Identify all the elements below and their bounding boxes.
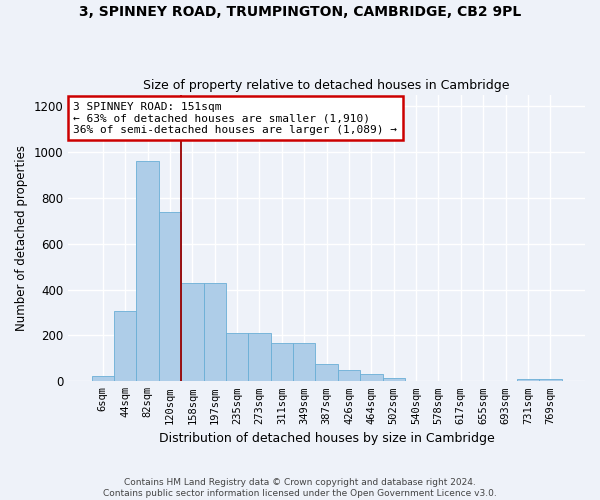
- Title: Size of property relative to detached houses in Cambridge: Size of property relative to detached ho…: [143, 79, 510, 92]
- Y-axis label: Number of detached properties: Number of detached properties: [15, 145, 28, 331]
- Bar: [226, 333, 248, 382]
- Bar: [203, 282, 226, 382]
- Bar: [114, 312, 136, 382]
- Bar: [338, 370, 360, 382]
- X-axis label: Distribution of detached houses by size in Cambridge: Distribution of detached houses by size …: [159, 432, 494, 445]
- Text: Contains HM Land Registry data © Crown copyright and database right 2024.
Contai: Contains HM Land Registry data © Crown c…: [103, 478, 497, 498]
- Bar: [271, 344, 293, 382]
- Bar: [92, 376, 114, 382]
- Bar: [539, 378, 562, 382]
- Bar: [293, 344, 316, 382]
- Bar: [248, 333, 271, 382]
- Text: 3, SPINNEY ROAD, TRUMPINGTON, CAMBRIDGE, CB2 9PL: 3, SPINNEY ROAD, TRUMPINGTON, CAMBRIDGE,…: [79, 5, 521, 19]
- Bar: [159, 212, 181, 382]
- Bar: [383, 378, 405, 382]
- Bar: [360, 374, 383, 382]
- Bar: [136, 161, 159, 382]
- Bar: [316, 364, 338, 382]
- Bar: [517, 379, 539, 382]
- Text: 3 SPINNEY ROAD: 151sqm
← 63% of detached houses are smaller (1,910)
36% of semi-: 3 SPINNEY ROAD: 151sqm ← 63% of detached…: [73, 102, 397, 135]
- Bar: [181, 282, 203, 382]
